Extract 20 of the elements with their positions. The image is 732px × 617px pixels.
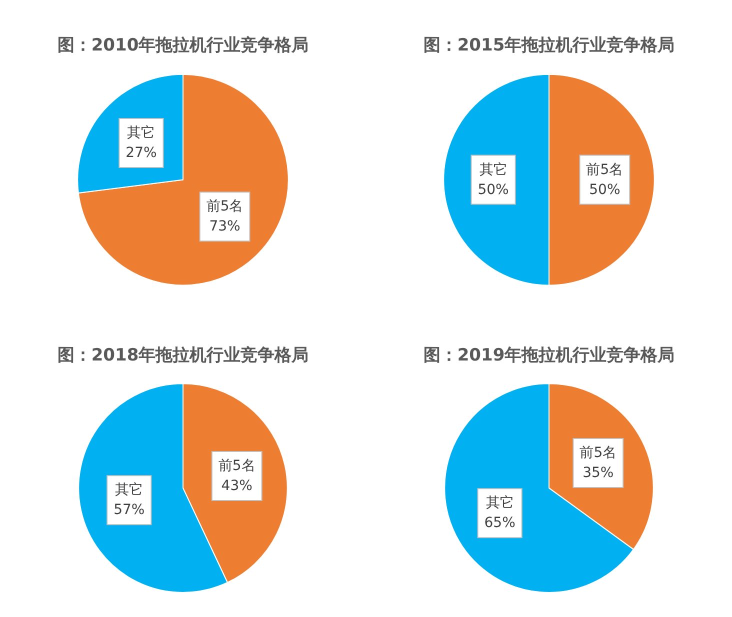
slice-label: 前5名 xyxy=(218,458,256,474)
chart-title: 图：2019年拖拉机行业竞争格局 xyxy=(423,346,675,366)
slice-label: 前5名 xyxy=(580,445,617,462)
slice-label: 其它 xyxy=(486,495,514,512)
slice-label: 前5名 xyxy=(586,162,624,178)
slice-label: 其它 xyxy=(127,124,156,141)
slice-label: 其它 xyxy=(479,162,508,178)
data-label: 73% xyxy=(209,218,240,235)
slice-label: 其它 xyxy=(115,482,144,498)
data-label: 65% xyxy=(484,515,516,532)
chart-title: 图：2010年拖拉机行业竞争格局 xyxy=(57,36,309,56)
data-label: 57% xyxy=(114,502,145,518)
data-label: 43% xyxy=(221,478,252,494)
data-label: 35% xyxy=(582,465,614,482)
slice-label: 前5名 xyxy=(206,198,244,215)
data-label: 50% xyxy=(589,182,620,198)
data-label: 27% xyxy=(126,144,157,161)
chart-title: 图：2015年拖拉机行业竞争格局 xyxy=(423,36,675,56)
data-label: 50% xyxy=(478,182,509,198)
chart-title: 图：2018年拖拉机行业竞争格局 xyxy=(57,346,309,366)
